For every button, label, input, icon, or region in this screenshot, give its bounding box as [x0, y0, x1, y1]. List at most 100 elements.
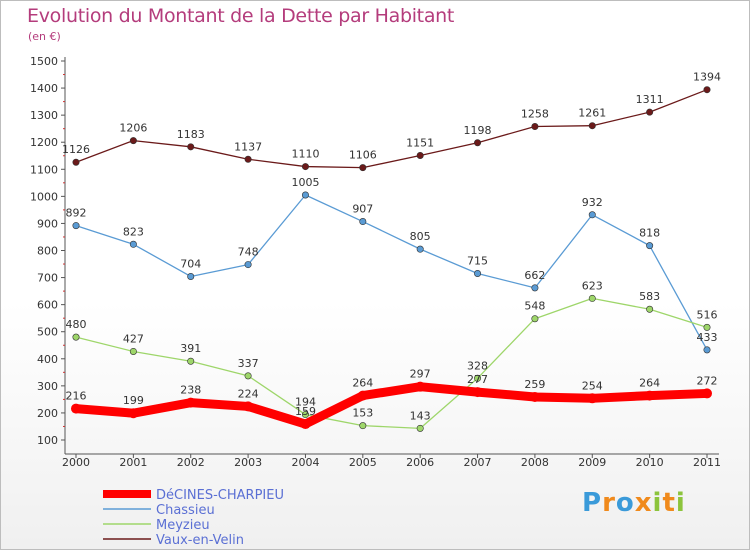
data-label-meyzieu: 516 — [697, 308, 718, 321]
data-point-vaux-en-velin — [301, 163, 309, 171]
data-point-d-cines-charpieu — [529, 391, 540, 402]
x-tick-label: 2004 — [291, 456, 319, 469]
data-point-d-cines-charpieu — [243, 401, 254, 412]
x-tick-label: 2010 — [636, 456, 664, 469]
data-label-meyzieu: 623 — [582, 279, 603, 292]
data-label-vaux-en-velin: 1206 — [119, 122, 147, 135]
y-tick-label: 900 — [37, 217, 58, 230]
legend-label: Vaux-en-Velin — [156, 533, 244, 548]
x-tick-label: 2006 — [406, 456, 434, 469]
y-tick-label: 500 — [37, 326, 58, 339]
data-point-d-cines-charpieu — [357, 390, 368, 401]
data-point-chassieu — [359, 218, 367, 226]
data-label-d-cines-charpieu: 238 — [180, 384, 201, 397]
data-point-vaux-en-velin — [359, 164, 367, 172]
data-label-d-cines-charpieu: 254 — [582, 379, 603, 392]
y-tick-label: 800 — [37, 245, 58, 258]
data-label-vaux-en-velin: 1151 — [406, 136, 434, 149]
data-label-meyzieu: 480 — [66, 318, 87, 331]
data-point-meyzieu — [474, 374, 482, 382]
y-tick-label: 1300 — [30, 109, 58, 122]
data-point-vaux-en-velin — [244, 155, 252, 163]
data-label-chassieu: 805 — [410, 230, 431, 243]
data-label-vaux-en-velin: 1126 — [62, 143, 90, 156]
y-tick-label: 600 — [37, 299, 58, 312]
data-label-d-cines-charpieu: 264 — [352, 377, 373, 390]
x-tick-label: 2001 — [119, 456, 147, 469]
data-label-meyzieu: 583 — [639, 290, 660, 303]
data-point-meyzieu — [646, 305, 654, 313]
legend-label: Meyzieu — [156, 518, 210, 533]
data-label-d-cines-charpieu: 159 — [295, 405, 316, 418]
data-label-chassieu: 1005 — [291, 176, 319, 189]
y-tick-label: 1400 — [30, 82, 58, 95]
data-label-meyzieu: 328 — [467, 359, 488, 372]
data-label-vaux-en-velin: 1106 — [349, 149, 377, 162]
x-tick-label: 2007 — [464, 456, 492, 469]
data-point-meyzieu — [187, 357, 195, 365]
data-point-d-cines-charpieu — [300, 419, 311, 430]
data-label-vaux-en-velin: 1258 — [521, 108, 549, 121]
series-line-vaux-en-velin — [75, 89, 708, 169]
chart-subtitle: (en €) — [28, 30, 61, 43]
data-label-meyzieu: 337 — [238, 357, 259, 370]
data-point-meyzieu — [129, 347, 137, 355]
data-point-vaux-en-velin — [646, 108, 654, 116]
data-label-vaux-en-velin: 1198 — [464, 124, 492, 137]
data-point-chassieu — [129, 240, 137, 248]
data-point-meyzieu — [301, 411, 309, 419]
data-point-chassieu — [416, 245, 424, 253]
data-label-chassieu: 704 — [180, 257, 201, 270]
data-label-d-cines-charpieu: 297 — [410, 368, 431, 381]
data-label-d-cines-charpieu: 277 — [467, 373, 488, 386]
series-line-meyzieu — [75, 297, 708, 430]
data-point-chassieu — [646, 242, 654, 250]
data-point-chassieu — [588, 211, 596, 219]
y-tick-label: 400 — [37, 353, 58, 366]
data-label-chassieu: 892 — [66, 207, 87, 220]
data-point-vaux-en-velin — [474, 139, 482, 147]
data-label-meyzieu: 548 — [524, 300, 545, 313]
data-point-vaux-en-velin — [703, 86, 711, 94]
data-label-vaux-en-velin: 1110 — [291, 148, 319, 161]
data-label-chassieu: 748 — [238, 246, 259, 259]
data-label-chassieu: 662 — [524, 269, 545, 282]
y-tick-label: 100 — [37, 434, 58, 447]
data-label-chassieu: 433 — [697, 331, 718, 344]
data-point-chassieu — [301, 191, 309, 199]
data-label-chassieu: 932 — [582, 196, 603, 209]
data-label-chassieu: 818 — [639, 227, 660, 240]
data-label-d-cines-charpieu: 199 — [123, 394, 144, 407]
data-point-meyzieu — [359, 422, 367, 430]
data-label-d-cines-charpieu: 264 — [639, 377, 660, 390]
y-tick-label: 1500 — [30, 55, 58, 68]
data-label-d-cines-charpieu: 224 — [238, 387, 259, 400]
y-tick-label: 200 — [37, 407, 58, 420]
data-label-vaux-en-velin: 1183 — [177, 128, 205, 141]
data-label-d-cines-charpieu: 216 — [66, 390, 87, 403]
data-point-d-cines-charpieu — [71, 403, 81, 414]
y-tick-label: 700 — [37, 272, 58, 285]
data-point-meyzieu — [531, 315, 539, 323]
data-point-vaux-en-velin — [531, 123, 539, 131]
data-point-meyzieu — [703, 323, 711, 331]
data-label-d-cines-charpieu: 259 — [524, 378, 545, 391]
data-point-meyzieu — [244, 372, 252, 380]
data-label-vaux-en-velin: 1311 — [636, 93, 664, 106]
x-tick-label: 2008 — [521, 456, 549, 469]
x-tick-label: 2009 — [578, 456, 606, 469]
data-point-vaux-en-velin — [129, 137, 137, 145]
data-label-meyzieu: 153 — [352, 407, 373, 420]
data-point-d-cines-charpieu — [702, 388, 712, 399]
series-line-d-cines-charpieu — [75, 382, 708, 429]
data-label-chassieu: 907 — [352, 203, 373, 216]
data-point-chassieu — [531, 284, 539, 292]
data-point-vaux-en-velin — [416, 151, 424, 159]
data-label-vaux-en-velin: 1394 — [693, 71, 721, 84]
data-point-chassieu — [72, 222, 80, 230]
data-label-chassieu: 823 — [123, 225, 144, 238]
data-point-vaux-en-velin — [588, 122, 596, 130]
x-tick-label: 2011 — [693, 456, 721, 469]
